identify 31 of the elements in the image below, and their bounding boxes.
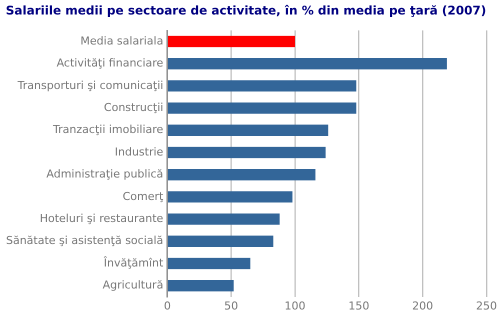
x-tick-label: 0 — [164, 299, 171, 312]
bar — [168, 36, 295, 48]
y-tick-label: Agricultură — [102, 278, 164, 292]
y-tick-label: Construcţii — [104, 100, 164, 114]
y-tick-label: Industrie — [114, 145, 164, 158]
y-tick-label: Învăţămînt — [102, 255, 164, 270]
bar — [168, 102, 356, 114]
bar — [168, 58, 447, 70]
bar — [168, 213, 280, 225]
bar — [168, 236, 274, 247]
bar — [168, 280, 234, 292]
chart-title: Salariile medii pe sectoare de activitate, în % din media pe ţară (2007) — [6, 3, 486, 18]
bar — [168, 258, 250, 270]
x-tick-label: 100 — [284, 299, 306, 312]
y-tick-label: Tranzacţii imobiliare — [52, 123, 164, 136]
bar — [168, 191, 292, 203]
y-tick-label: Administraţie publică — [46, 168, 164, 181]
bar — [168, 124, 328, 136]
y-tick-label: Hoteluri şi restaurante — [40, 212, 164, 225]
y-tick-label: Sănătate şi asistenţă socială — [6, 234, 164, 248]
bar — [168, 146, 326, 158]
y-tick-label: Media salariala — [80, 34, 164, 48]
x-tick-label: 50 — [224, 299, 238, 312]
x-tick-label: 200 — [412, 299, 434, 312]
y-tick-label: Comerţ — [122, 190, 164, 203]
x-tick-label: 150 — [348, 299, 370, 312]
y-tick-label: Transporturi şi comunicaţii — [16, 78, 164, 92]
x-tick-label: 250 — [476, 299, 497, 312]
bar — [168, 80, 356, 92]
bar — [168, 169, 316, 180]
y-tick-label: Activităţi financiare — [56, 56, 164, 70]
